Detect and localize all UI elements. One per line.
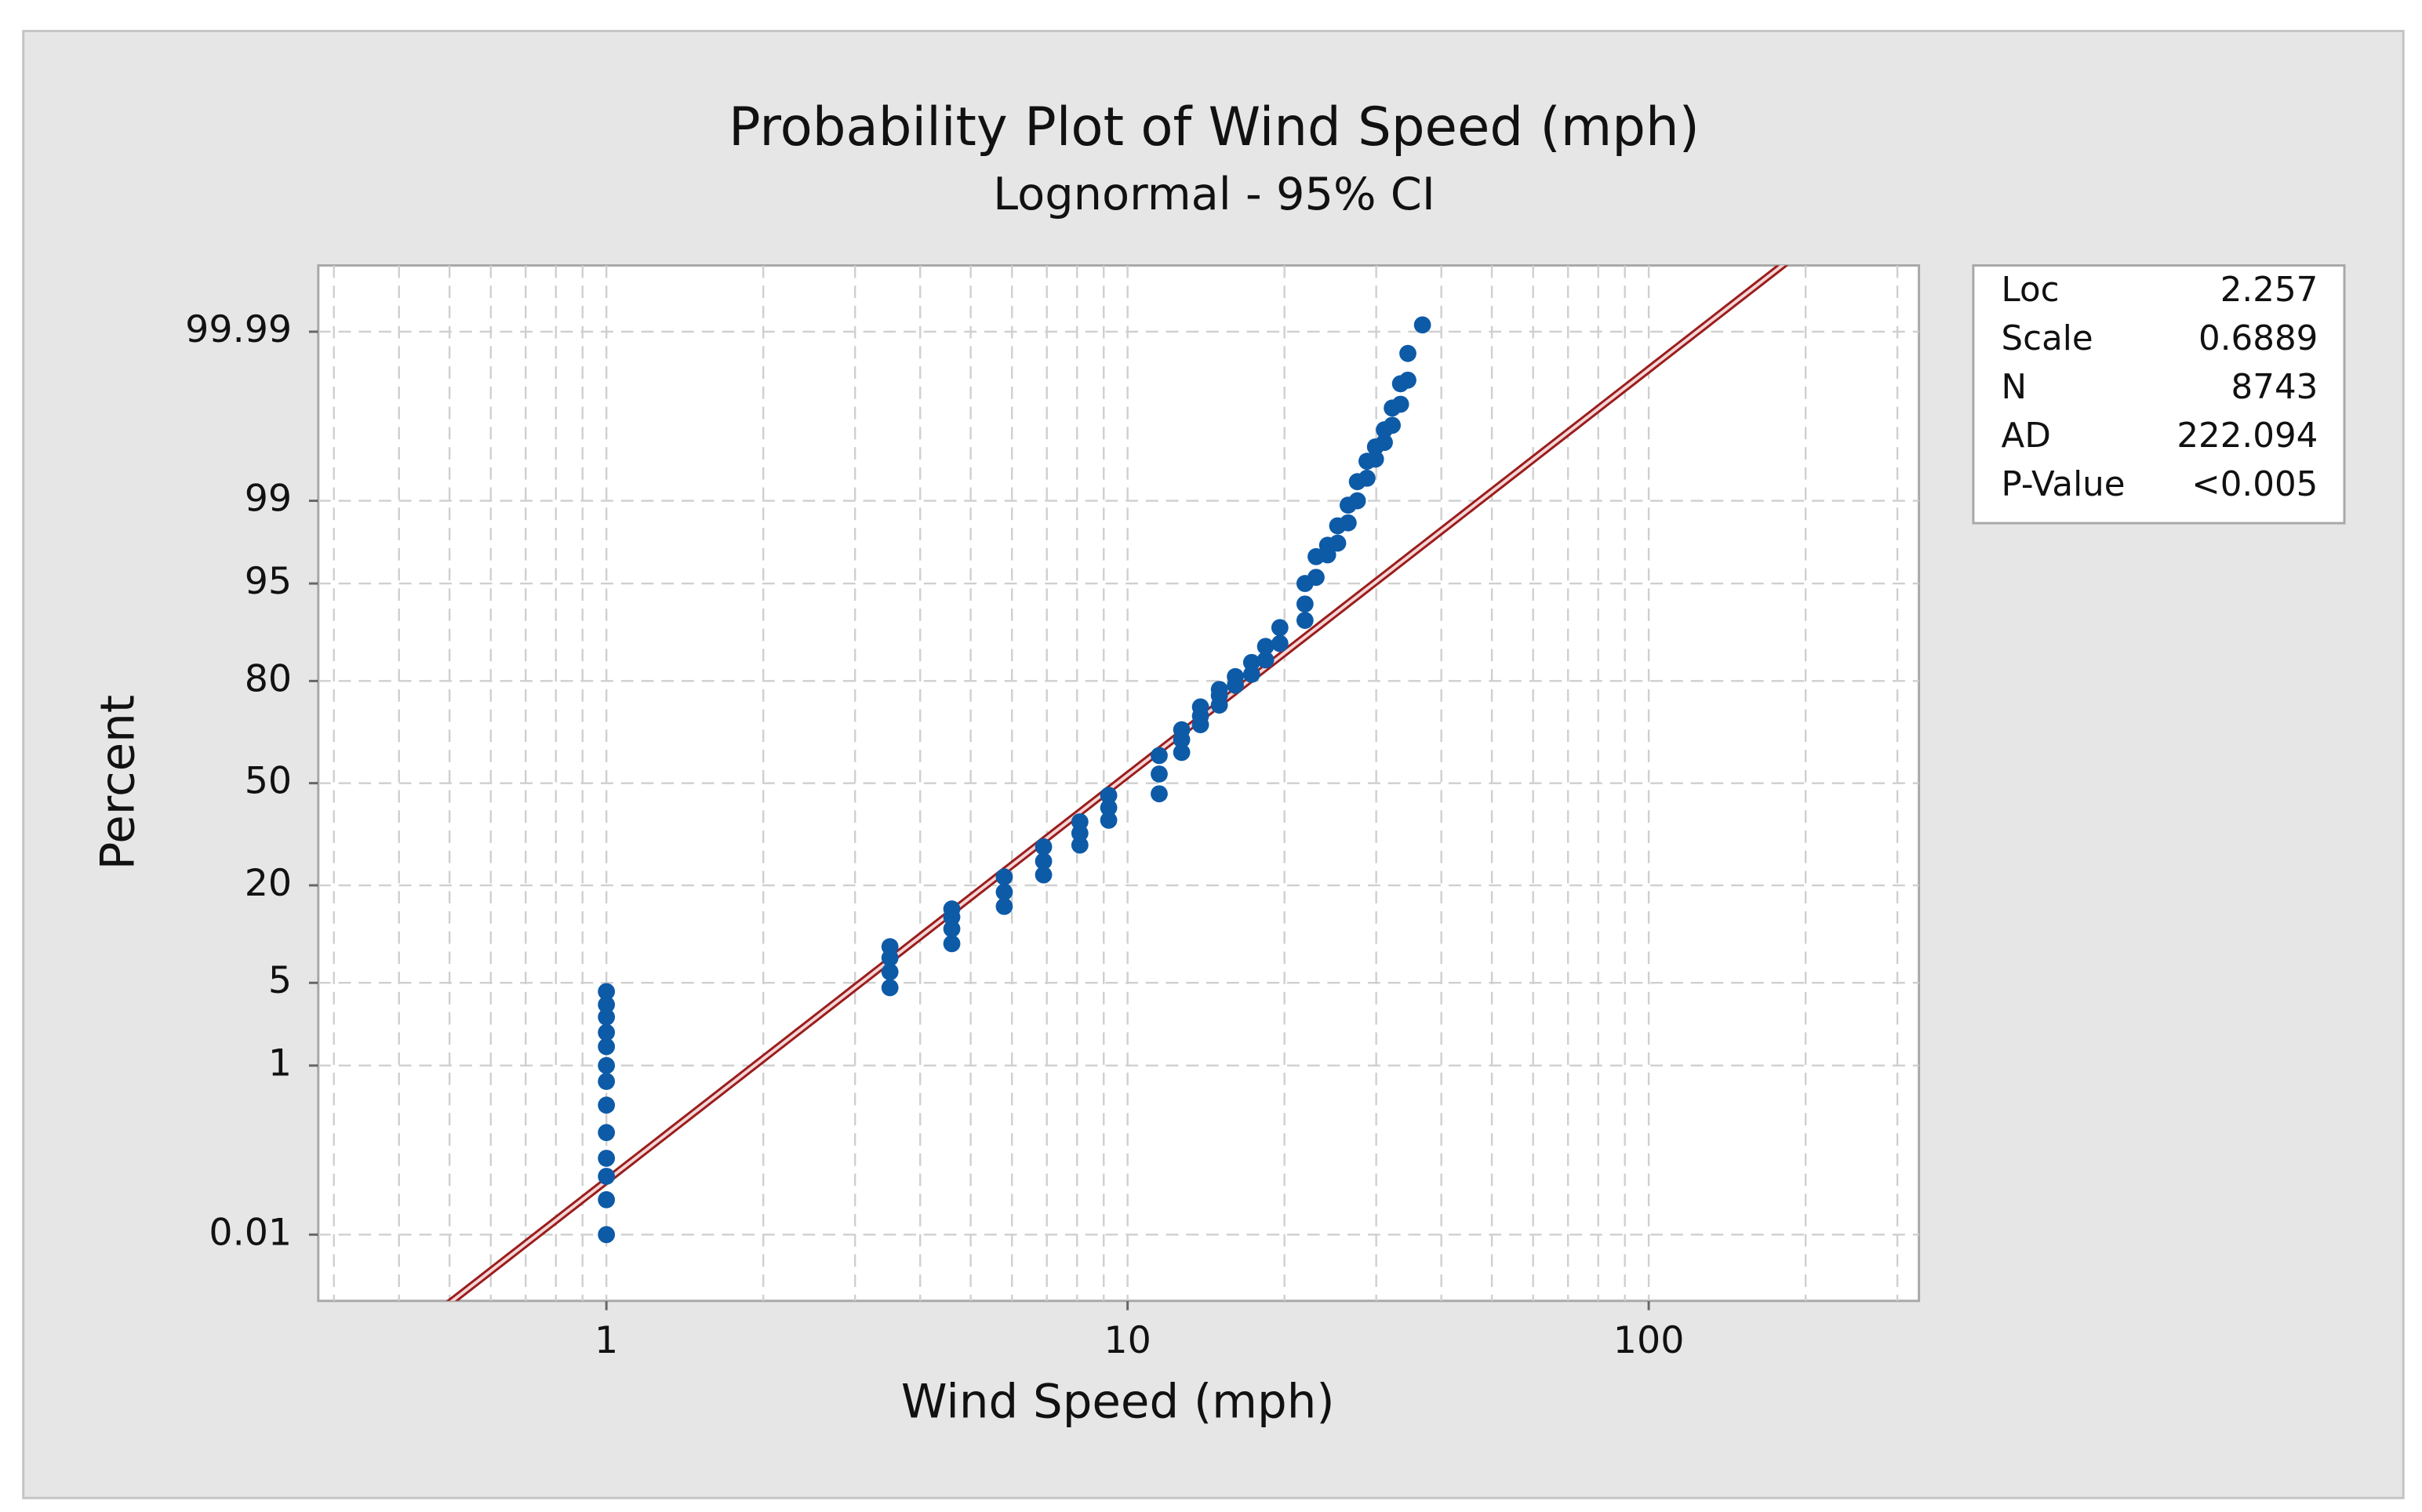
stats-value: <0.005 [2191,465,2318,504]
chart-subtitle: Lognormal - 95% CI [993,168,1435,220]
data-point [995,897,1013,915]
data-point [943,935,961,953]
data-point [1173,721,1191,739]
y-tick-label: 5 [268,959,292,1002]
y-tick-label: 0.01 [209,1211,292,1254]
data-point [598,1056,616,1074]
data-point [1271,634,1289,652]
y-tick-label: 80 [245,657,292,700]
data-point [1296,612,1314,629]
data-point [881,979,899,997]
data-point [1151,747,1168,765]
data-point [598,1168,616,1185]
data-point [1100,787,1118,805]
stats-label: AD [2002,416,2051,456]
data-point [1242,665,1260,683]
data-point [1366,450,1384,468]
data-point [1348,492,1366,510]
y-tick-label: 99 [245,478,292,521]
data-point [1035,852,1053,870]
data-point [1399,371,1416,389]
data-point [1271,619,1289,637]
data-point [1296,595,1314,613]
data-point [995,883,1013,901]
data-point [598,996,616,1014]
y-tick-label: 99.99 [185,308,292,351]
data-point [1151,765,1168,783]
data-point [1227,667,1244,685]
data-point [1391,395,1409,413]
stats-label: Loc [2002,271,2060,310]
data-point [1399,344,1416,362]
data-point [598,1190,616,1209]
data-point [995,868,1013,886]
x-tick-label: 10 [1104,1319,1151,1362]
data-point [1384,416,1401,434]
stats-label: N [2002,368,2027,407]
stats-value: 222.094 [2177,416,2318,456]
data-point [1358,469,1376,487]
y-tick-label: 50 [245,760,292,803]
data-point [1071,836,1089,854]
y-tick-label: 20 [245,862,292,905]
data-point [598,983,616,1001]
data-point [598,1226,616,1244]
data-point [1173,743,1191,761]
stats-box [1972,264,2346,525]
y-axis-label: Percent [92,695,146,870]
data-point [1035,838,1053,856]
data-point [1339,514,1357,532]
data-point [1210,681,1228,699]
x-tick-label: 1 [595,1319,618,1362]
data-point [598,1150,616,1167]
data-point [1256,638,1275,656]
data-point [598,1124,616,1142]
stats-value: 8743 [2231,368,2318,407]
data-point [1256,651,1275,669]
x-axis-label: Wind Speed (mph) [901,1376,1335,1430]
y-tick-label: 1 [268,1042,292,1085]
x-tick-label: 100 [1613,1319,1685,1362]
data-point [598,1009,616,1026]
data-point [1242,653,1260,671]
data-point [598,1038,616,1056]
data-point [1191,698,1209,716]
stats-label: Scale [2002,319,2093,358]
data-point [1329,534,1347,552]
data-point [1376,434,1393,452]
data-point [1071,813,1089,831]
fit-line-inner [449,265,1785,1301]
stats-label: P-Value [2002,465,2126,504]
data-point [598,1073,616,1090]
data-point [598,1023,616,1041]
data-point [598,1096,616,1114]
data-point [1413,316,1431,334]
data-point [943,900,961,918]
stats-value: 0.6889 [2198,319,2318,358]
y-tick-label: 95 [245,560,292,603]
chart-title: Probability Plot of Wind Speed (mph) [729,96,1700,158]
data-point [943,920,961,938]
data-point [881,963,899,981]
data-point [1307,569,1325,587]
data-point [1151,785,1168,803]
data-point [1100,812,1118,829]
data-point [881,938,899,956]
stats-value: 2.257 [2220,271,2318,310]
data-point [1035,866,1053,884]
data-point [1100,799,1118,816]
